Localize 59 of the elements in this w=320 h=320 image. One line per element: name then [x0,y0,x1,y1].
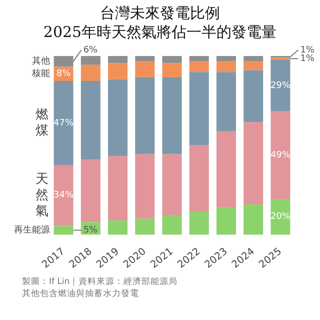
bar [270,60,290,112]
bar [108,63,128,80]
data-label: 1% [300,45,315,56]
bar [54,165,74,226]
bar [216,208,236,235]
bar [54,56,74,67]
series-label: 其他 [32,56,50,67]
bar [135,56,155,62]
bar [244,56,264,62]
data-label: 1% [300,54,315,64]
bar [162,56,182,64]
series-label: 核能 [30,68,50,80]
bar [244,61,264,70]
bar [108,79,128,156]
bar [162,215,182,235]
bar [216,131,236,208]
bar [244,204,264,235]
text: 製圖：If Lin｜資料來源：經濟部能源局 [22,276,179,288]
text: 其他包含燃油與抽蓄水力發電 [22,288,140,300]
bar [108,220,128,235]
bar [108,56,128,64]
bar [189,145,209,212]
bar [135,218,155,235]
data-label: 49% [270,150,291,161]
data-label: 34% [54,190,74,201]
data-label: 29% [270,80,291,91]
data-label: 47% [54,118,74,128]
bar [162,154,182,216]
bar [189,61,209,72]
bar [80,64,100,82]
bar [80,56,100,65]
data-label: 20% [270,212,291,222]
series-label: 再生能源 [14,224,50,236]
data-label: 5% [83,226,98,236]
chart-title: 台灣未來發電比例 [99,4,221,23]
bar [108,156,128,220]
bar [162,77,182,154]
data-label: 6% [83,45,98,56]
bar [189,211,209,235]
bar [80,81,100,160]
bar [244,122,264,204]
bar [189,72,209,146]
chart-subtitle: 2025年時天然氣將佔一半的發電量 [42,23,278,42]
bar [54,226,74,235]
bar [216,56,236,62]
bar [80,160,100,222]
bar [216,61,236,72]
bar [54,81,74,166]
data-label: 8% [56,69,72,80]
bar [189,56,209,62]
bar [135,77,155,154]
bar [135,154,155,219]
series-label: 天然氣 [35,172,48,219]
bar [162,63,182,78]
series-label: 燃煤 [35,107,48,138]
bar [135,61,155,78]
bar [216,72,236,132]
bar [270,111,290,199]
bar [244,70,264,122]
